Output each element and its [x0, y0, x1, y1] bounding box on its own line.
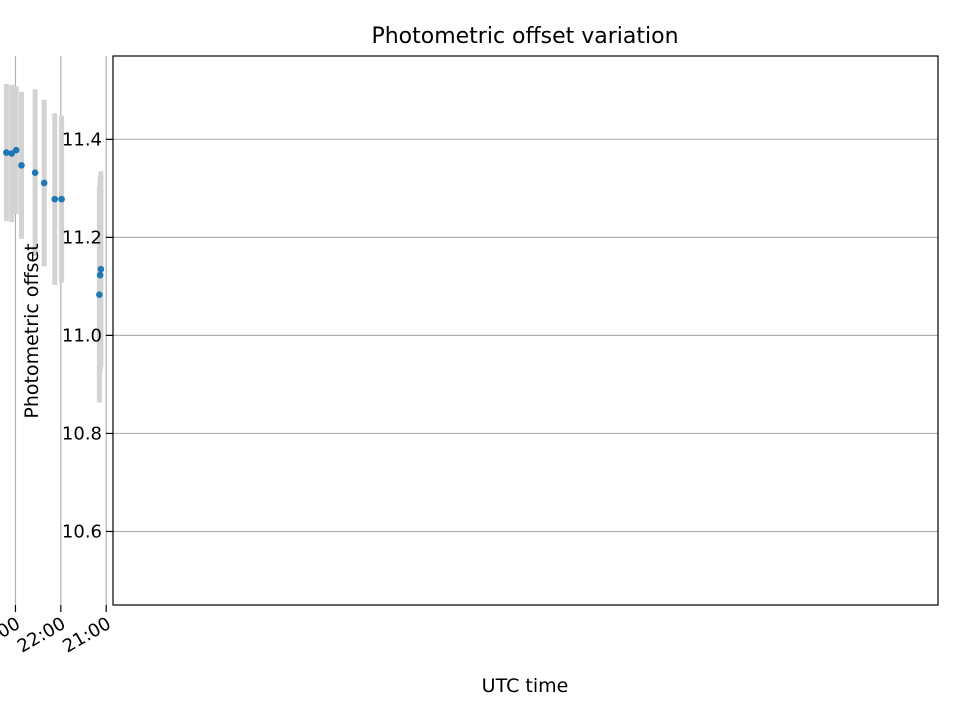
x-axis-label: UTC time: [482, 675, 569, 697]
data-point: [58, 195, 65, 203]
data-point: [8, 150, 15, 157]
chart-title: Photometric offset variation: [371, 24, 678, 49]
data-point: [97, 265, 105, 273]
y-tick-label: 10.8: [62, 423, 102, 444]
data-point: [96, 271, 104, 279]
data-points: [3, 146, 105, 299]
data-point: [3, 149, 10, 156]
data-point: [18, 162, 25, 169]
data-point: [31, 169, 39, 176]
y-axis-label: Photometric offset: [21, 243, 43, 418]
data-point: [12, 146, 20, 154]
data-point: [40, 179, 48, 187]
data-point: [51, 195, 59, 203]
y-tick-label: 11.2: [62, 227, 102, 248]
data-point: [96, 291, 103, 299]
y-tick-label: 10.6: [62, 521, 102, 542]
y-tick-label: 11.0: [62, 325, 102, 346]
plot-frame: [112, 55, 939, 606]
y-tick-label: 11.4: [62, 129, 102, 150]
